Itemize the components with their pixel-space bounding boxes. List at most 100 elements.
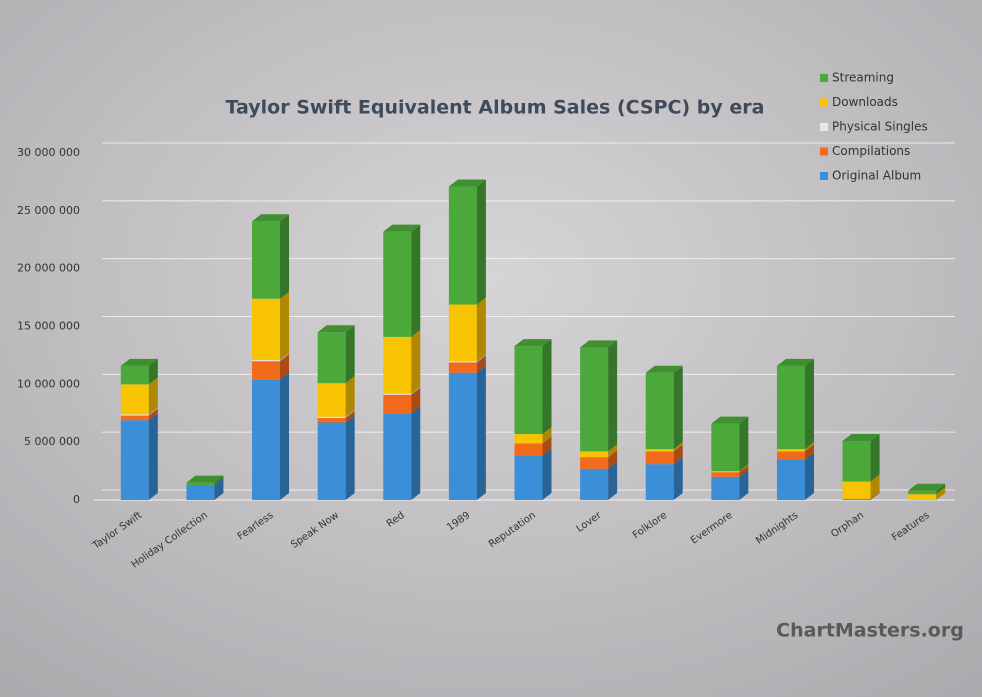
bar-side — [936, 483, 946, 495]
bar-segment — [252, 221, 281, 299]
bar-segment — [317, 422, 346, 500]
y-tick-label: 5 000 000 — [24, 435, 80, 448]
bar-segment — [383, 394, 412, 414]
y-tick-label: 15 000 000 — [17, 320, 80, 333]
bar-side — [936, 487, 946, 500]
bar-segment — [252, 379, 281, 500]
bar-top — [252, 214, 290, 222]
bar-segment — [120, 384, 149, 415]
bar-segment — [580, 468, 609, 500]
legend-swatch — [820, 74, 828, 82]
bar-segment — [908, 490, 937, 495]
bar-segment — [580, 347, 609, 452]
bar-side — [411, 386, 421, 395]
bar-side — [870, 474, 880, 499]
bar-side — [411, 406, 421, 500]
bar-top — [383, 224, 421, 232]
bar-side — [608, 444, 618, 458]
bar-side — [870, 491, 880, 500]
bar-top — [645, 365, 683, 373]
bar-side — [148, 358, 158, 385]
bar-segment — [711, 423, 740, 472]
bar-top — [317, 325, 355, 333]
bar-side — [345, 409, 355, 418]
bar-segment — [317, 416, 346, 418]
legend-swatch — [820, 147, 828, 156]
bar-segment — [448, 304, 477, 362]
bar-segment — [776, 449, 805, 452]
bar-side — [673, 365, 683, 450]
bar-segment — [711, 476, 740, 500]
legend-swatch — [820, 123, 828, 131]
bar-top — [711, 416, 749, 424]
bar-segment — [514, 434, 543, 444]
bar-side — [542, 339, 552, 435]
bar-segment — [776, 451, 805, 460]
bar-side — [804, 452, 814, 500]
bar-side — [608, 450, 618, 469]
bar-top — [186, 475, 224, 483]
bar-segment — [448, 372, 477, 500]
bar-top — [514, 339, 552, 347]
bar-side — [476, 365, 486, 500]
bar-segment — [252, 360, 281, 362]
y-tick-label: 0 — [73, 493, 80, 506]
y-tick-label: 10 000 000 — [17, 377, 80, 390]
bar-segment — [842, 441, 871, 482]
bar-segment — [645, 372, 674, 450]
bar-side — [542, 449, 552, 500]
bar-side — [411, 329, 421, 394]
bar-segment — [383, 231, 412, 337]
bar-side — [542, 427, 552, 444]
bar-segment — [645, 451, 674, 465]
bar-side — [411, 224, 421, 337]
bar-side — [214, 475, 224, 485]
bar-side — [608, 340, 618, 452]
bar-segment — [383, 413, 412, 500]
bar-side — [148, 413, 158, 500]
bar-top — [908, 483, 946, 491]
bar-side — [804, 442, 814, 452]
bar-segment — [514, 346, 543, 435]
bar-segment — [317, 383, 346, 417]
bar-segment — [120, 420, 149, 500]
bar-side — [345, 325, 355, 384]
bar-side — [280, 353, 290, 362]
legend-label: Physical Singles — [832, 120, 928, 134]
bar-side — [411, 387, 421, 414]
bar-segment — [842, 498, 871, 500]
bar-top — [120, 358, 158, 366]
bar-side — [345, 415, 355, 500]
bar-segment — [711, 472, 740, 477]
bar-side — [148, 408, 158, 421]
bar-side — [476, 179, 486, 305]
legend-label: Original Album — [832, 169, 921, 183]
bar-segment — [186, 484, 215, 500]
y-tick-label: 25 000 000 — [17, 204, 80, 217]
bar-top — [580, 340, 618, 348]
watermark: ChartMasters.org — [776, 620, 964, 642]
bar-side — [476, 297, 486, 362]
bar-segment — [383, 336, 412, 394]
bar-side — [804, 358, 814, 450]
bar-segment — [645, 464, 674, 500]
bar-segment — [120, 365, 149, 385]
bar-segment — [842, 481, 871, 499]
bar-side — [739, 464, 749, 473]
legend-label: Compilations — [832, 144, 910, 158]
bar-side — [345, 376, 355, 417]
bar-segment — [908, 494, 937, 500]
bar-side — [608, 461, 618, 500]
legend-label: Streaming — [832, 71, 894, 85]
bar-segment — [448, 362, 477, 373]
bar-side — [542, 436, 552, 457]
bar-segment — [317, 417, 346, 423]
y-tick-label: 20 000 000 — [17, 262, 80, 275]
bar-segment — [580, 451, 609, 458]
bar-side — [148, 407, 158, 416]
bar-segment — [645, 449, 674, 452]
bar-side — [870, 434, 880, 482]
